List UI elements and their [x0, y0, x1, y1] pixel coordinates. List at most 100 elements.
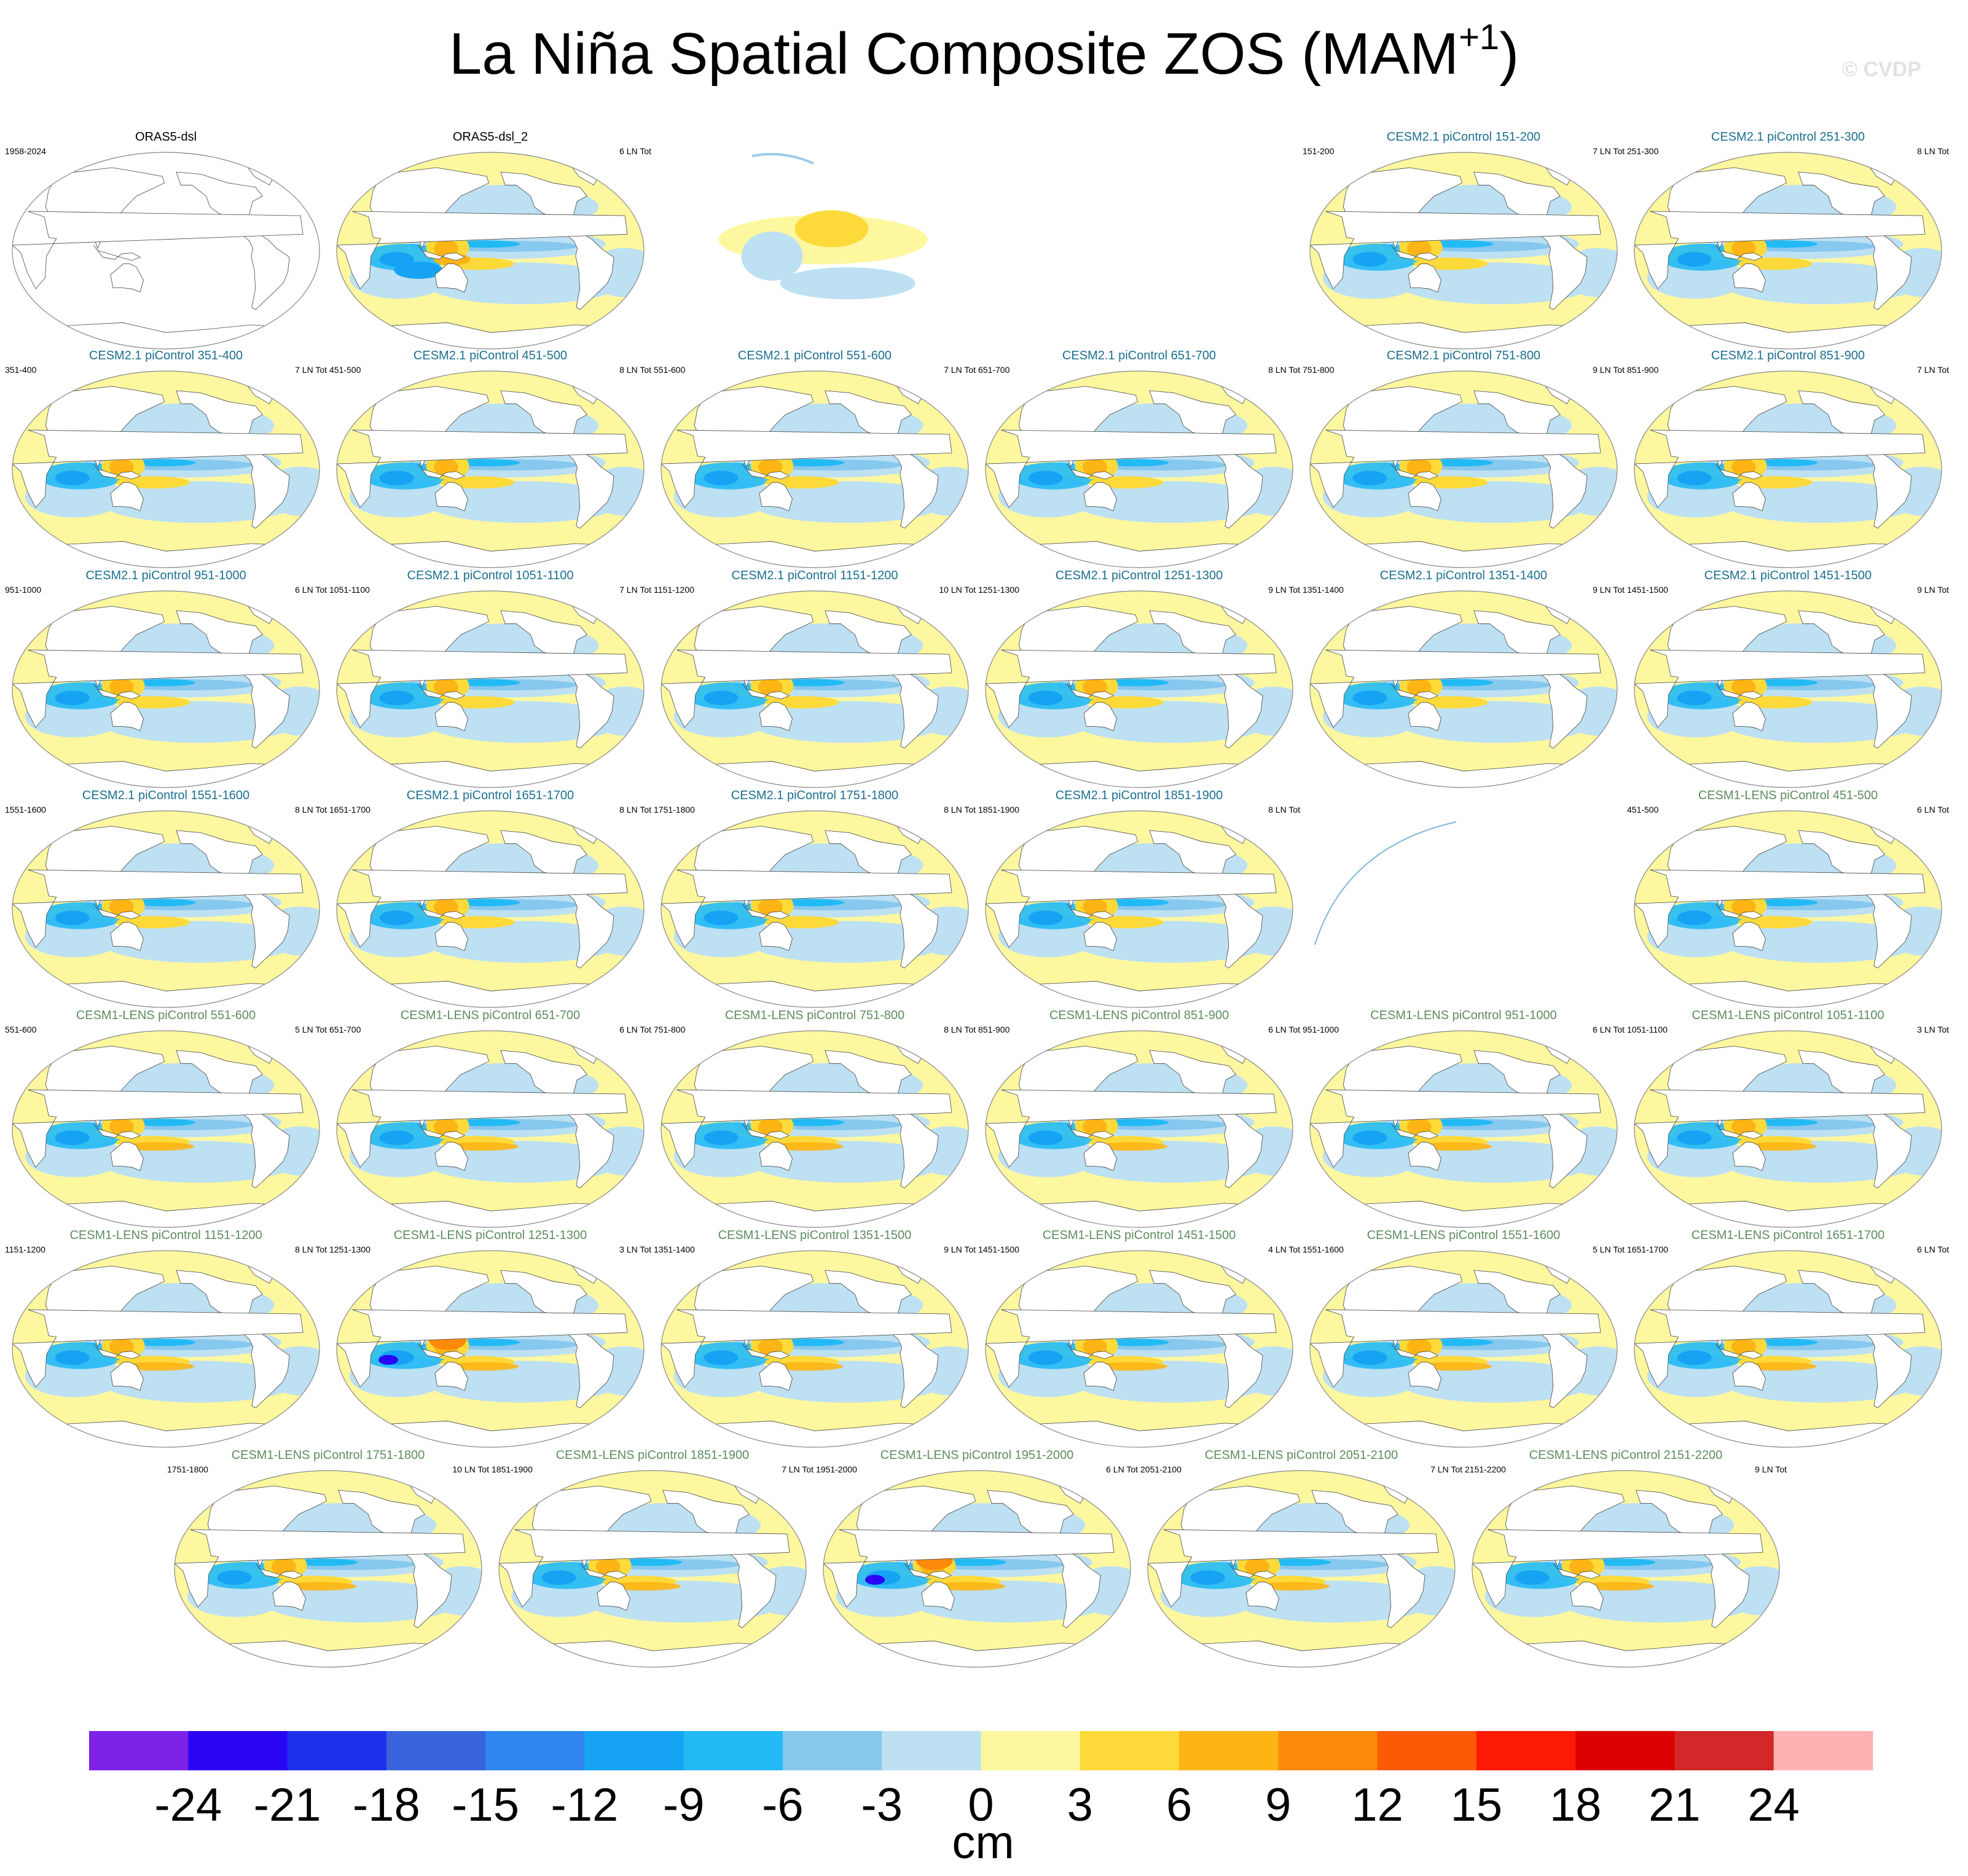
anomaly-weak-negative: [749, 1361, 946, 1403]
land-americas: [338, 1490, 452, 1628]
equatorial-negative-strong: [128, 1339, 196, 1346]
equatorial-negative-strong: [1750, 899, 1818, 907]
warm-pool-positive-strong: [1406, 678, 1432, 696]
anomaly-weak-negative: [1722, 481, 1919, 523]
anomaly-weak-negative: [1722, 921, 1919, 963]
panel-years: 1351-1400: [654, 1245, 695, 1254]
equatorial-negative-strong: [128, 679, 196, 687]
map-field: [661, 371, 968, 568]
panel-years: 1051-1100: [329, 585, 370, 595]
colorbar-tick-label: 0: [968, 1779, 994, 1831]
panel-title: CESM1-LENS piControl 1251-1300: [393, 1229, 587, 1242]
land-americas: [1798, 171, 1912, 310]
anomaly-weak-negative: [100, 701, 297, 743]
panel-years: 651-700: [978, 365, 1010, 375]
land-australia: [1083, 1361, 1117, 1391]
panel-event-count: 6 LN Tot: [619, 146, 651, 156]
panel-event-count: 9 LN Tot: [944, 1245, 976, 1254]
map-field: [986, 591, 1293, 788]
land-australia: [921, 1581, 955, 1611]
indian-ocean-negative-strong: [1352, 1350, 1387, 1366]
panel-event-count: 9 LN Tot: [1755, 1464, 1787, 1474]
map-panel: CESM1-LENS piControl 1051-1100 1051-1100 3…: [1627, 1009, 1949, 1229]
indian-ocean-negative-strong: [1190, 1570, 1225, 1585]
anomaly-positive: [794, 210, 869, 248]
map-field: [499, 1471, 806, 1667]
land-australia: [110, 482, 144, 512]
warm-pool-positive-strong: [758, 1338, 783, 1356]
panel-years: 1651-1700: [1627, 1245, 1668, 1254]
land-australia: [1732, 263, 1766, 293]
indian-ocean-negative-strong: [1677, 690, 1712, 706]
panel-years: 1751-1800: [167, 1464, 208, 1474]
land-americas: [1798, 610, 1912, 749]
colorbar-swatch: [1674, 1731, 1774, 1770]
map-field: [1148, 1471, 1455, 1667]
colorbar-swatch: [386, 1731, 486, 1770]
map-plot: [12, 152, 320, 350]
panel-title: CESM2.1 piControl 751-800: [1386, 349, 1541, 362]
equatorial-negative-strong: [452, 899, 520, 907]
land-americas: [500, 171, 614, 310]
panel-years: 451-500: [1627, 805, 1659, 815]
anomaly-weak-negative: [425, 1361, 622, 1403]
land-indonesia: [742, 1343, 790, 1359]
land-indonesia: [742, 463, 790, 480]
land-indonesia: [93, 1123, 141, 1139]
land-australia: [1245, 1581, 1279, 1611]
panel-years: 951-1000: [1303, 1025, 1339, 1034]
map-panel: CESM2.1 piControl 451-500 451-500 8 LN Tot: [329, 349, 651, 569]
map-panel: CESM1-LENS piControl 1451-1500 1451-1500 4…: [978, 1229, 1300, 1448]
panel-years: 1951-2000: [816, 1464, 857, 1474]
map-plot: [12, 590, 320, 788]
warm-pool-positive-strong: [109, 1338, 134, 1356]
panel-event-count: 10 LN Tot: [452, 1464, 489, 1474]
indian-ocean-negative-strong: [704, 471, 739, 486]
panel-years: 151-200: [1303, 146, 1335, 156]
panel-event-count: 6 LN Tot: [1106, 1464, 1138, 1474]
land-indonesia: [1553, 1563, 1601, 1579]
off-equatorial-positive-strong: [931, 1582, 1006, 1591]
panel-event-count: 8 LN Tot: [295, 1245, 327, 1254]
land-australia: [110, 1141, 144, 1171]
map-panel: CESM2.1 piControl 1551-1600 1551-1600 8 LN…: [5, 789, 327, 1009]
anomaly-weak-negative: [1236, 1581, 1433, 1623]
warm-pool-positive-strong: [1731, 240, 1756, 257]
anomaly-weak-negative: [100, 481, 297, 523]
indian-ocean-negative-strong: [1677, 471, 1712, 486]
map-panel: CESM1-LENS piControl 1651-1700 1651-1700 6…: [1627, 1229, 1949, 1448]
land-indonesia: [93, 1343, 141, 1359]
indian-ocean-negative-strong: [1028, 910, 1063, 926]
anomaly-weak-negative: [425, 262, 622, 305]
warm-pool-positive-strong: [433, 240, 458, 257]
warm-pool-positive-strong: [1406, 1118, 1432, 1136]
colorbar-units: cm: [952, 1816, 1014, 1869]
map-plot: [1634, 1030, 1942, 1228]
equatorial-negative-strong: [128, 899, 196, 907]
panel-event-count: 7 LN Tot: [1917, 365, 1949, 375]
indian-ocean-negative-strong: [1677, 252, 1712, 267]
land-australia: [1732, 702, 1766, 732]
panel-event-count: 4 LN Tot: [1268, 1245, 1300, 1254]
map-plot: [12, 1250, 320, 1448]
map-field: [12, 811, 320, 1007]
indian-ocean-negative-strong: [704, 690, 739, 706]
colorbar-swatch: [584, 1731, 684, 1770]
indian-ocean-negative-strong: [379, 471, 414, 486]
indian-ocean-negative-peak: [865, 1574, 885, 1585]
warm-pool-positive-strong: [433, 898, 458, 916]
land-australia: [759, 1141, 793, 1171]
land-australia: [110, 263, 144, 293]
indian-ocean-negative-strong: [55, 1350, 90, 1366]
land-australia: [434, 702, 468, 732]
anomaly-weak-negative: [1073, 1361, 1271, 1403]
panel-years: 1451-1500: [978, 1245, 1019, 1254]
panel-event-count: 8 LN Tot: [1268, 805, 1300, 815]
panel-event-count: 8 LN Tot: [295, 805, 327, 815]
panel-title: CESM1-LENS piControl 751-800: [724, 1009, 905, 1022]
colorbar-swatch: [1773, 1731, 1873, 1770]
map-field: [337, 591, 644, 788]
map-field: [661, 1031, 968, 1227]
land-australia: [434, 1141, 468, 1171]
colorbar-tick-label: -15: [452, 1779, 520, 1831]
